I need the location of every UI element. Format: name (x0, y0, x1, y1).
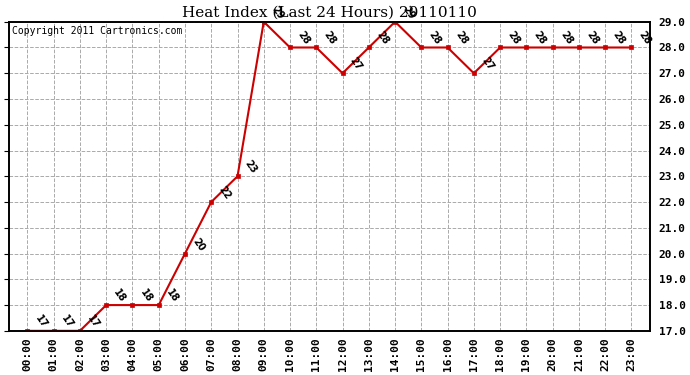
Text: 28: 28 (427, 30, 443, 47)
Text: 28: 28 (558, 30, 574, 47)
Text: 28: 28 (584, 30, 600, 47)
Text: 27: 27 (348, 56, 364, 72)
Text: 18: 18 (138, 287, 154, 304)
Text: 28: 28 (322, 30, 338, 47)
Text: 17: 17 (59, 313, 75, 330)
Text: 29: 29 (269, 4, 285, 21)
Text: 28: 28 (611, 30, 627, 47)
Text: 17: 17 (86, 313, 101, 330)
Text: 28: 28 (375, 30, 391, 47)
Text: 28: 28 (532, 30, 548, 47)
Title: Heat Index (Last 24 Hours) 20110110: Heat Index (Last 24 Hours) 20110110 (182, 5, 477, 19)
Text: 17: 17 (33, 313, 49, 330)
Text: 18: 18 (164, 287, 180, 304)
Text: Copyright 2011 Cartronics.com: Copyright 2011 Cartronics.com (12, 26, 183, 36)
Text: 27: 27 (480, 56, 495, 72)
Text: 28: 28 (453, 30, 469, 47)
Text: 28: 28 (295, 30, 312, 47)
Text: 23: 23 (243, 159, 259, 176)
Text: 28: 28 (506, 30, 522, 47)
Text: 22: 22 (217, 184, 233, 201)
Text: 18: 18 (112, 287, 128, 304)
Text: 20: 20 (190, 236, 206, 253)
Text: 29: 29 (401, 4, 417, 21)
Text: 28: 28 (637, 30, 653, 47)
